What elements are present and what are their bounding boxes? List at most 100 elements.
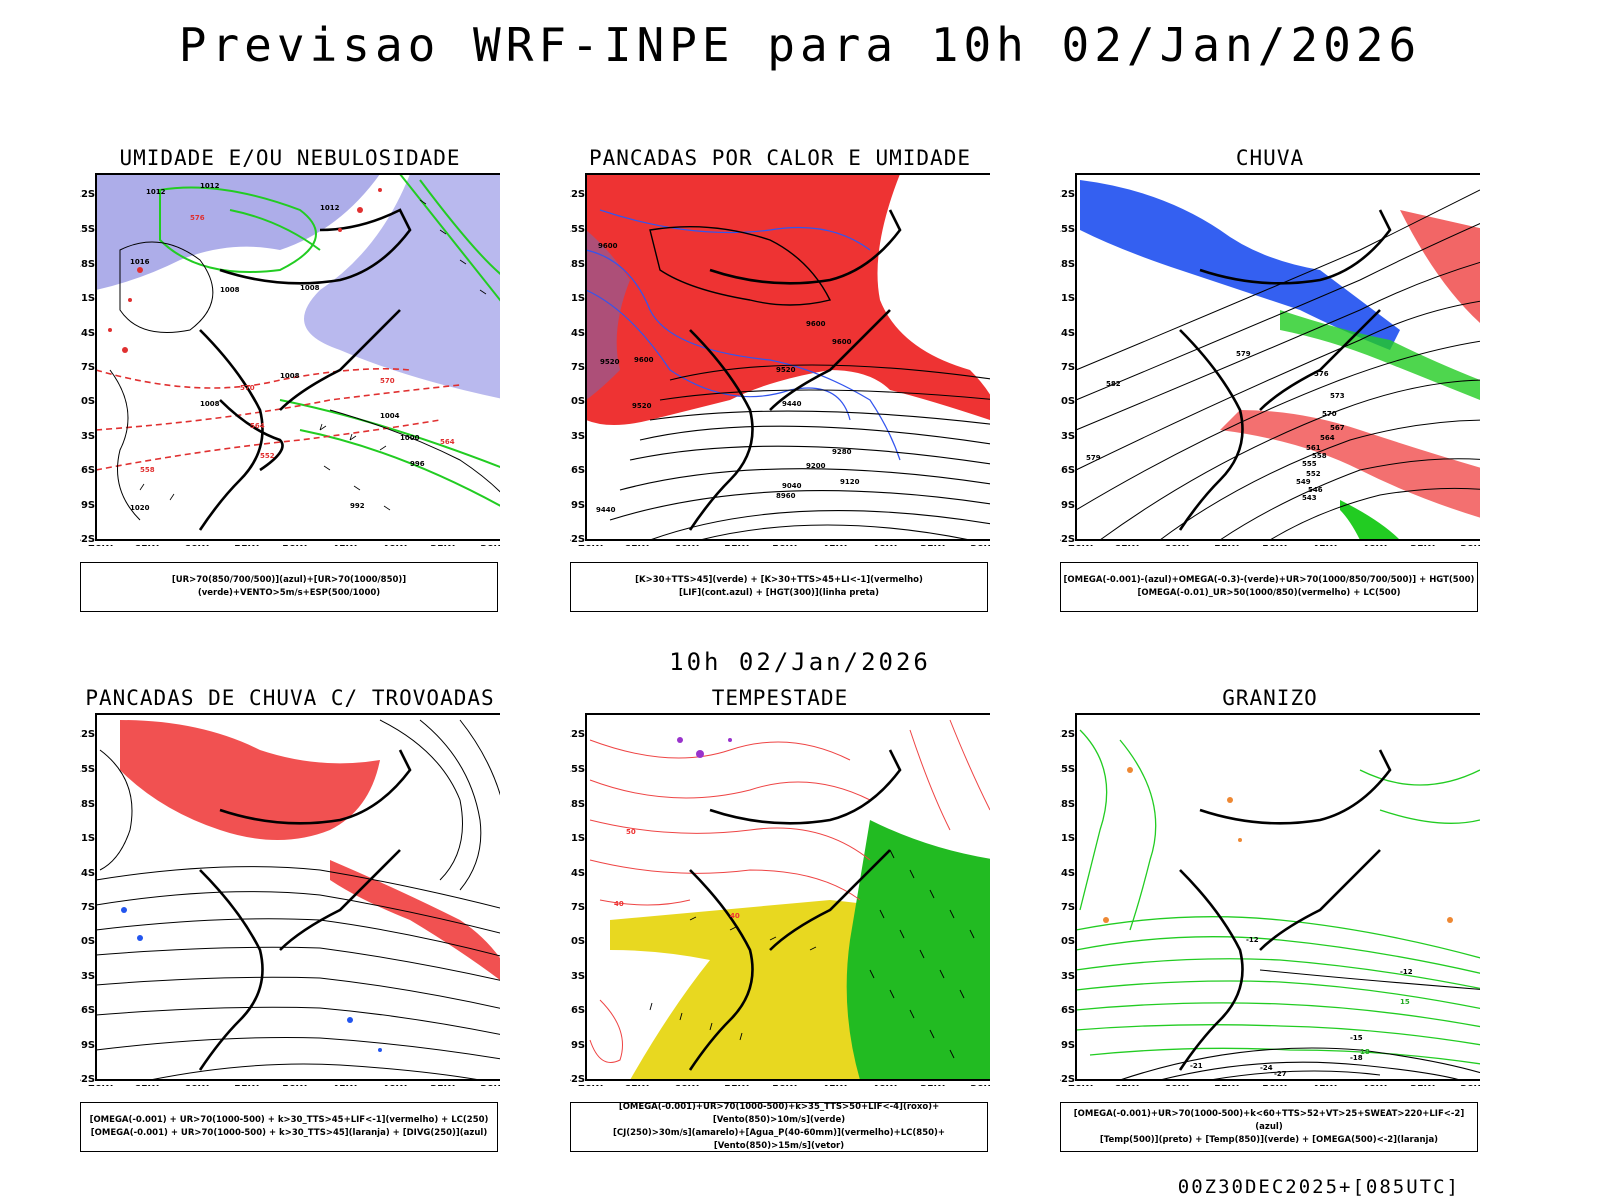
svg-text:30S: 30S	[1060, 936, 1075, 947]
run-timestamp: 00Z30DEC2025+[085UTC]	[1177, 1176, 1460, 1198]
svg-text:40W: 40W	[382, 1084, 407, 1086]
svg-text:12S: 12S	[1060, 189, 1075, 200]
svg-text:15S: 15S	[80, 764, 95, 775]
svg-text:55W: 55W	[724, 544, 749, 546]
svg-text:27S: 27S	[570, 902, 585, 913]
svg-text:27S: 27S	[80, 362, 95, 373]
svg-text:9600: 9600	[634, 356, 654, 364]
svg-text:15: 15	[1400, 998, 1410, 1006]
panel-umidade: UMIDADE E/OU NEBULOSIDADE 1012 1012 1012 10…	[80, 146, 500, 616]
svg-text:35W: 35W	[430, 1084, 455, 1086]
panel-title: UMIDADE E/OU NEBULOSIDADE	[119, 146, 461, 170]
svg-text:576: 576	[1314, 370, 1329, 378]
legend-line: [OMEGA(-0.01)_UR>50(1000/850)(vermelho) …	[1137, 588, 1401, 598]
svg-text:36S: 36S	[80, 465, 95, 476]
svg-text:9120: 9120	[840, 478, 860, 486]
svg-text:1008: 1008	[220, 286, 240, 294]
panel-title: PANCADAS DE CHUVA C/ TROVOADAS	[85, 686, 495, 710]
svg-text:33S: 33S	[570, 971, 585, 982]
svg-text:24S: 24S	[570, 868, 585, 879]
svg-text:70W: 70W	[88, 544, 113, 546]
svg-text:30W: 30W	[1460, 1084, 1480, 1086]
svg-text:30S: 30S	[80, 396, 95, 407]
svg-text:15S: 15S	[1060, 224, 1075, 235]
svg-text:40W: 40W	[872, 544, 897, 546]
svg-text:570: 570	[380, 377, 395, 385]
svg-text:30W: 30W	[480, 1084, 500, 1086]
svg-text:555: 555	[1302, 460, 1317, 468]
svg-text:18S: 18S	[80, 259, 95, 270]
svg-text:36S: 36S	[1060, 465, 1075, 476]
svg-text:15S: 15S	[570, 764, 585, 775]
svg-text:576: 576	[190, 214, 205, 222]
svg-text:30S: 30S	[570, 396, 585, 407]
svg-text:42S: 42S	[1060, 1074, 1075, 1085]
svg-text:27S: 27S	[570, 362, 585, 373]
svg-text:60W: 60W	[674, 1084, 699, 1086]
svg-text:21S: 21S	[1060, 833, 1075, 844]
panel-legend: [OMEGA(-0.001)+UR>70(1000-500)+k>35_TTS>…	[570, 1102, 988, 1152]
svg-text:45W: 45W	[332, 1084, 357, 1086]
svg-text:24S: 24S	[570, 328, 585, 339]
svg-text:50W: 50W	[1262, 1084, 1287, 1086]
svg-text:15S: 15S	[570, 224, 585, 235]
svg-text:70W: 70W	[1068, 1084, 1093, 1086]
svg-text:39S: 39S	[80, 500, 95, 511]
svg-text:-21: -21	[1190, 1062, 1203, 1070]
legend-line: [Temp(500)](preto) + [Temp(850)](verde) …	[1099, 1134, 1439, 1145]
svg-text:55W: 55W	[234, 544, 259, 546]
svg-text:546: 546	[1308, 486, 1323, 494]
svg-text:1004: 1004	[380, 412, 400, 420]
svg-text:40W: 40W	[872, 1084, 897, 1086]
panel-title: GRANIZO	[1222, 686, 1318, 710]
svg-text:1012: 1012	[146, 188, 166, 196]
svg-text:21S: 21S	[570, 293, 585, 304]
svg-text:39S: 39S	[1060, 1040, 1075, 1051]
svg-text:543: 543	[1302, 494, 1317, 502]
svg-text:18: 18	[1360, 1048, 1370, 1056]
map-umidade: 1012 1012 1012 1016 1008 1008 1008 1008 1004 10…	[80, 173, 500, 546]
svg-text:36S: 36S	[570, 465, 585, 476]
panel-granizo: GRANIZO -12 -12 -15 -18 -21 -24-27 18 15 12S 1…	[1060, 686, 1480, 1156]
svg-text:50: 50	[626, 828, 636, 836]
svg-text:564: 564	[250, 422, 265, 430]
panel-title: CHUVA	[1235, 146, 1305, 170]
svg-text:15S: 15S	[80, 224, 95, 235]
svg-text:39S: 39S	[570, 500, 585, 511]
svg-text:24S: 24S	[1060, 868, 1075, 879]
svg-text:40W: 40W	[382, 544, 407, 546]
svg-text:40: 40	[730, 912, 740, 920]
svg-text:-27: -27	[1274, 1070, 1287, 1078]
svg-text:1016: 1016	[130, 258, 150, 266]
svg-text:30W: 30W	[1460, 544, 1480, 546]
svg-text:50W: 50W	[282, 1084, 307, 1086]
page-title: Previsao WRF-INPE para 10h 02/Jan/2026	[178, 18, 1422, 72]
svg-text:12S: 12S	[80, 729, 95, 740]
panel-legend: [OMEGA(-0.001)+UR>70(1000-500)+k<60+TTS>…	[1060, 1102, 1478, 1152]
panel-legend: [OMEGA(-0.001) + UR>70(1000-500) + k>30_…	[80, 1102, 498, 1152]
svg-text:55W: 55W	[234, 1084, 259, 1086]
svg-text:33S: 33S	[1060, 971, 1075, 982]
svg-text:55W: 55W	[1214, 544, 1239, 546]
legend-line: [OMEGA(-0.001) + UR>70(1000-500) + k>30_…	[89, 1115, 489, 1125]
svg-text:9520: 9520	[776, 366, 796, 374]
svg-text:21S: 21S	[80, 293, 95, 304]
svg-text:30S: 30S	[1060, 396, 1075, 407]
svg-text:18S: 18S	[570, 259, 585, 270]
svg-text:33S: 33S	[570, 431, 585, 442]
svg-text:45W: 45W	[822, 1084, 847, 1086]
svg-text:65W: 65W	[134, 1084, 159, 1086]
svg-text:39S: 39S	[80, 1040, 95, 1051]
panel-title: PANCADAS POR CALOR E UMIDADE	[588, 146, 971, 170]
svg-text:12S: 12S	[570, 729, 585, 740]
svg-text:558: 558	[1312, 452, 1327, 460]
panel-chuva: CHUVA 579 582 576 573 570 567 564 561 558 555 55…	[1060, 146, 1480, 616]
svg-text:55W: 55W	[1214, 1084, 1239, 1086]
svg-text:552: 552	[1306, 470, 1321, 478]
svg-text:552: 552	[260, 452, 275, 460]
svg-text:60W: 60W	[184, 1084, 209, 1086]
svg-text:36S: 36S	[570, 1005, 585, 1016]
svg-text:570: 570	[240, 384, 255, 392]
svg-text:65W: 65W	[624, 1084, 649, 1086]
